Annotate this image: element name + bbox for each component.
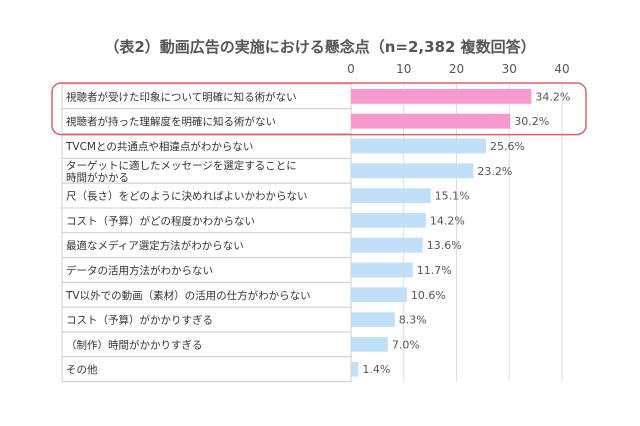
category-label: TVCMとの共通点や相違点がわからない <box>65 140 253 153</box>
x-tick-label: 20 <box>449 62 464 76</box>
value-label: 1.4% <box>362 363 390 376</box>
category-label: コスト（予算）がどの程度かわからない <box>66 214 255 227</box>
category-label-cell <box>61 207 352 234</box>
category-label: 時間がかかる <box>66 171 129 184</box>
category-label-cell <box>61 182 352 209</box>
highlight-outline <box>51 82 587 136</box>
bar <box>351 188 431 203</box>
value-label: 8.3% <box>399 314 427 327</box>
category-label: （制作）時間がかかりすぎる <box>66 338 203 351</box>
value-label: 23.2% <box>477 165 512 178</box>
category-label-cell <box>61 133 352 159</box>
bar <box>351 89 532 104</box>
bar <box>351 312 395 327</box>
category-label: その他 <box>66 363 98 376</box>
value-label: 11.7% <box>417 264 452 277</box>
bar <box>351 138 487 154</box>
bar <box>351 361 359 377</box>
x-tick-label: 10 <box>396 62 411 76</box>
bar <box>351 113 511 129</box>
category-label: 最適なメディア選定方法がわからない <box>66 239 244 252</box>
bar <box>351 237 423 253</box>
chart-title: （表2）動画広告の実施における懸念点（n=2,382 複数回答） <box>104 38 536 56</box>
x-tick-label: 30 <box>502 62 517 76</box>
bar <box>351 163 474 179</box>
value-label: 10.6% <box>411 289 446 302</box>
bar <box>351 213 426 228</box>
bar <box>351 262 413 278</box>
value-label: 34.2% <box>535 90 570 103</box>
category-label-cell <box>61 356 352 383</box>
category-label: 視聴者が持った理解度を明確に知る術がない <box>66 115 276 128</box>
category-label-cell <box>61 331 352 358</box>
value-label: 30.2% <box>514 115 549 128</box>
category-label: データの活用方法がわからない <box>66 264 213 277</box>
value-label: 15.1% <box>435 190 470 203</box>
category-label: TV以外での動画（素材）の活用の仕方がわからない <box>65 289 311 302</box>
value-label: 25.6% <box>490 140 525 153</box>
category-label: コスト（予算）がかかりすぎる <box>66 314 213 327</box>
category-label: 尺（長さ）をどのように決めればよいかわからない <box>66 191 308 203</box>
value-label: 7.0% <box>392 338 420 351</box>
bar <box>351 287 407 303</box>
category-label: 視聴者が受けた印象について明確に知る術がない <box>66 90 297 103</box>
category-label-cell <box>61 257 352 283</box>
value-label: 14.2% <box>430 214 465 227</box>
bar <box>351 337 388 352</box>
value-label: 13.6% <box>427 239 462 252</box>
category-label-cell <box>61 232 352 259</box>
category-label-cell <box>61 306 352 333</box>
x-tick-label: 40 <box>554 62 569 76</box>
category-label-cell <box>61 83 352 110</box>
category-label: ターゲットに適したメッセージを選定することに <box>66 159 297 172</box>
x-tick-label: 0 <box>347 62 355 76</box>
